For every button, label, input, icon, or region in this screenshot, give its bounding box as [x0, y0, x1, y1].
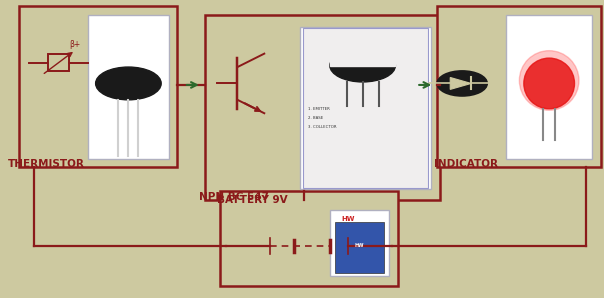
Bar: [330, 210, 390, 276]
Circle shape: [330, 49, 396, 82]
Bar: [300, 27, 431, 189]
Text: β+: β+: [69, 41, 81, 49]
Ellipse shape: [519, 51, 579, 110]
Text: THERMISTOR: THERMISTOR: [8, 159, 85, 170]
Bar: [88, 15, 169, 159]
Bar: [205, 15, 440, 200]
Circle shape: [95, 67, 161, 100]
Bar: [48, 54, 69, 71]
Text: INDICATOR: INDICATOR: [434, 159, 498, 170]
Bar: [220, 191, 399, 286]
Text: NPN BC 547: NPN BC 547: [199, 192, 269, 202]
Text: HW: HW: [355, 243, 364, 248]
Bar: [506, 15, 592, 159]
Bar: [335, 222, 384, 273]
Bar: [19, 6, 177, 167]
Text: HW: HW: [341, 215, 355, 221]
Circle shape: [437, 71, 487, 96]
Text: BATTERY 9V: BATTERY 9V: [217, 195, 288, 205]
Text: 2. BASE: 2. BASE: [308, 116, 323, 120]
Text: 1. EMITTER: 1. EMITTER: [308, 107, 330, 111]
Bar: [303, 28, 428, 188]
Ellipse shape: [524, 58, 574, 109]
Bar: [437, 6, 601, 167]
Text: 3. COLLECTOR: 3. COLLECTOR: [308, 125, 336, 129]
Polygon shape: [450, 77, 471, 89]
Bar: [330, 45, 396, 66]
